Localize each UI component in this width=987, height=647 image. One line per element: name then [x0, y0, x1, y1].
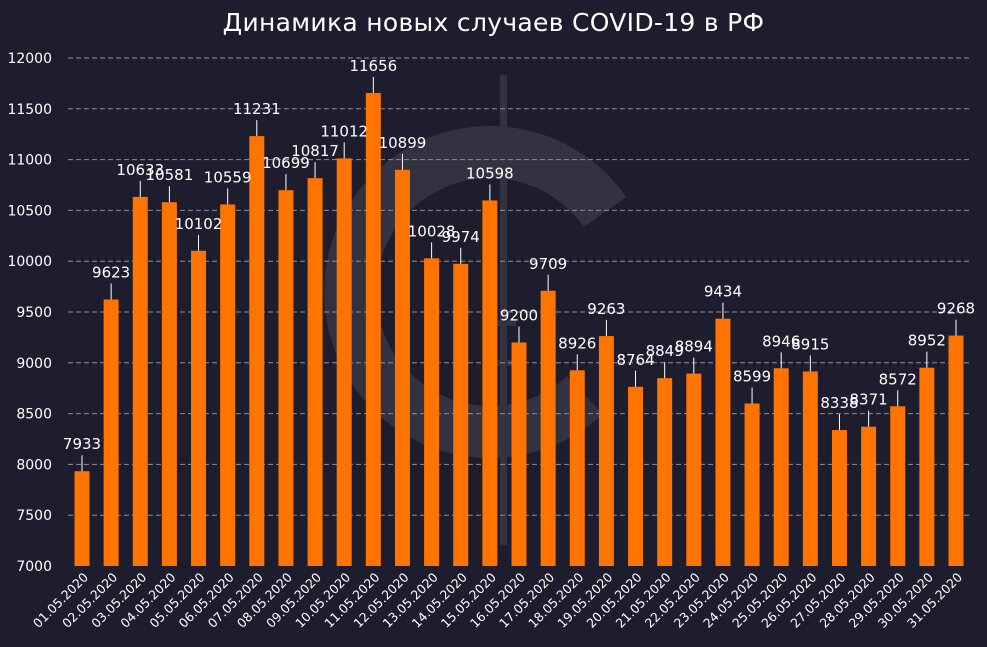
data-label: 8599	[733, 368, 771, 386]
data-label: 8915	[791, 335, 829, 353]
data-label: 8338	[820, 394, 858, 412]
bar	[569, 370, 585, 566]
y-tick-label: 7500	[16, 508, 52, 524]
y-tick-label: 9500	[16, 305, 52, 321]
bar	[394, 169, 410, 566]
data-label: 8926	[558, 334, 596, 352]
bar	[628, 386, 644, 566]
data-label: 8572	[879, 370, 917, 388]
bar	[890, 406, 906, 566]
data-label: 11656	[349, 57, 397, 75]
data-label: 8849	[646, 342, 684, 360]
data-label: 10899	[379, 134, 427, 152]
data-label: 10817	[291, 142, 339, 160]
bar	[191, 250, 207, 567]
bar	[831, 430, 847, 566]
bar	[511, 342, 527, 566]
data-label: 10633	[116, 161, 164, 179]
bar	[132, 196, 148, 566]
data-label: 10102	[175, 215, 223, 233]
y-tick-label: 11500	[7, 102, 52, 118]
data-label: 9974	[442, 228, 480, 246]
data-label: 8946	[762, 332, 800, 350]
data-label: 10699	[262, 154, 310, 172]
data-label: 9200	[500, 306, 538, 324]
bar	[453, 263, 469, 566]
data-label: 9623	[92, 264, 130, 282]
bar	[307, 178, 323, 566]
y-tick-label: 10000	[7, 254, 52, 270]
data-label: 8952	[908, 332, 946, 350]
bar	[103, 299, 119, 566]
bar	[773, 368, 789, 566]
data-label: 10028	[408, 222, 456, 240]
data-label: 8371	[850, 391, 888, 409]
data-label: 9434	[704, 283, 742, 301]
data-label: 8894	[675, 338, 713, 356]
bar	[802, 371, 818, 566]
y-tick-label: 10500	[7, 203, 52, 219]
bar	[161, 202, 177, 566]
bar	[919, 367, 935, 566]
bar	[365, 92, 381, 566]
y-tick-label: 8000	[16, 457, 52, 473]
bar	[424, 258, 440, 566]
y-tick-label: 12000	[7, 51, 52, 67]
bar	[74, 471, 90, 566]
bar	[336, 158, 352, 566]
bar	[948, 335, 964, 566]
data-label: 9709	[529, 255, 567, 273]
chart-title: Динамика новых случаев COVID-19 в РФ	[222, 8, 765, 37]
bar	[686, 373, 702, 566]
y-tick-label: 7000	[16, 559, 52, 575]
data-label: 11012	[320, 122, 368, 140]
data-label: 10581	[146, 166, 194, 184]
bar	[249, 136, 265, 566]
bar	[220, 204, 236, 567]
data-label: 8764	[616, 351, 654, 369]
y-tick-label: 8500	[16, 407, 52, 423]
bar	[657, 378, 673, 566]
bar	[715, 318, 731, 566]
bar	[744, 403, 760, 566]
data-label: 9263	[587, 300, 625, 318]
bar	[540, 290, 556, 566]
data-label: 10598	[466, 164, 514, 182]
data-label: 9268	[937, 300, 975, 318]
data-label: 11231	[233, 100, 281, 118]
y-tick-label: 9000	[16, 356, 52, 372]
bar	[861, 426, 877, 566]
data-label: 10559	[204, 168, 252, 186]
y-tick-label: 11000	[7, 153, 52, 169]
data-label: 7933	[63, 435, 101, 453]
bar	[598, 336, 614, 566]
bar	[482, 200, 498, 566]
bar	[278, 190, 294, 567]
